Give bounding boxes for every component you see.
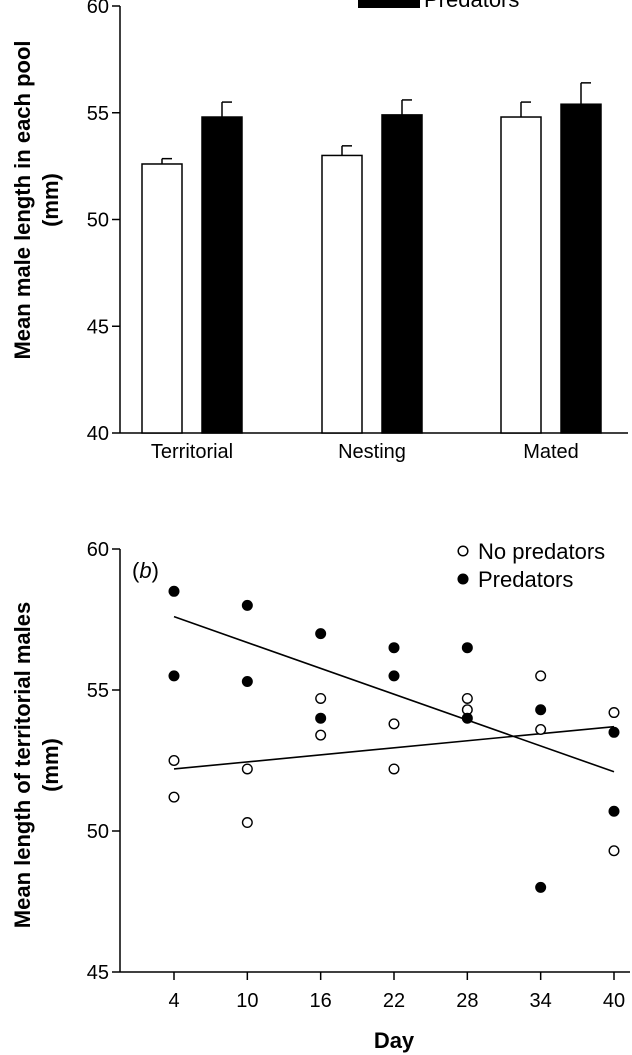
bar: [500, 116, 542, 434]
point-predators: [461, 712, 473, 724]
panel-a-category-label: Mated: [523, 441, 579, 463]
point-predators: [608, 805, 620, 817]
point-predators: [535, 704, 547, 716]
point-no-predators: [168, 791, 180, 803]
panel-b-ytick-label: 55: [87, 680, 109, 702]
point-no-predators: [608, 707, 620, 719]
point-no-predators: [608, 845, 620, 857]
legend-label-predators: Predators: [424, 0, 519, 12]
legend-entry-predators: Predators: [457, 567, 573, 592]
panel-a-category-label: Nesting: [338, 441, 406, 463]
panel-b-xtick-label: 4: [168, 990, 179, 1012]
point-predators: [315, 712, 327, 724]
panel-b-ytick-label: 45: [87, 962, 109, 984]
legend-label-predators-b: Predators: [478, 567, 573, 592]
point-no-predators: [461, 692, 473, 704]
panel-a-ylabel-line2: (mm): [38, 173, 63, 227]
point-no-predators: [315, 729, 327, 741]
bar: [560, 103, 602, 434]
point-no-predators: [388, 718, 400, 730]
panel-b-ylabel-line1: Mean length of territorial males: [10, 602, 35, 928]
legend-swatch-predators: [358, 0, 420, 8]
point-no-predators: [315, 692, 327, 704]
panel-b-tag: (b): [132, 558, 159, 583]
bar: [201, 116, 243, 434]
panel-a-ytick-label: 45: [87, 316, 109, 338]
panel-b-xtick-label: 34: [530, 990, 552, 1012]
point-no-predators: [535, 670, 547, 682]
point-no-predators: [168, 755, 180, 767]
panel-b-scatter-chart: (b) Mean length of territorial males (mm…: [10, 539, 630, 1053]
panel-b-xtick-label: 40: [603, 990, 625, 1012]
bar: [381, 114, 423, 434]
point-no-predators: [241, 817, 253, 829]
point-no-predators: [388, 763, 400, 775]
legend-label-no-predators: No predators: [478, 539, 605, 564]
panel-b-ytick-label: 60: [87, 539, 109, 561]
panel-a-bar-chart: Mean male length in each pool (mm) Preda…: [10, 0, 628, 463]
point-predators: [608, 726, 620, 738]
point-predators: [388, 642, 400, 654]
point-no-predators: [535, 723, 547, 735]
panel-a-ylabel-line1: Mean male length in each pool: [10, 40, 35, 359]
legend-marker-no-predators: [457, 545, 469, 557]
point-predators: [241, 676, 253, 688]
panel-a-ytick-label: 50: [87, 210, 109, 232]
panel-b-xtick-label: 22: [383, 990, 405, 1012]
panel-b-ylabel-line2: (mm): [38, 738, 63, 792]
panel-a-ytick-label: 40: [87, 423, 109, 445]
point-predators: [535, 881, 547, 893]
trend-line-predators: [173, 615, 615, 773]
panel-b-ytick-label: 50: [87, 821, 109, 843]
panel-a-ytick-label: 60: [87, 0, 109, 18]
legend-entry-no-predators: No predators: [457, 539, 605, 564]
point-predators: [168, 670, 180, 682]
point-predators: [315, 628, 327, 640]
panel-a-ytick-label: 55: [87, 103, 109, 125]
point-predators: [461, 642, 473, 654]
panel-a-category-label: Territorial: [151, 441, 233, 463]
bar: [141, 163, 183, 434]
point-predators: [388, 670, 400, 682]
legend-marker-predators: [457, 573, 469, 585]
point-no-predators: [241, 763, 253, 775]
panel-b-xtick-label: 10: [236, 990, 258, 1012]
point-predators: [168, 585, 180, 597]
point-predators: [241, 599, 253, 611]
bar: [321, 154, 363, 434]
panel-b-xlabel: Day: [374, 1028, 415, 1053]
panel-b-xtick-label: 28: [456, 990, 478, 1012]
panel-b-xtick-label: 16: [310, 990, 332, 1012]
